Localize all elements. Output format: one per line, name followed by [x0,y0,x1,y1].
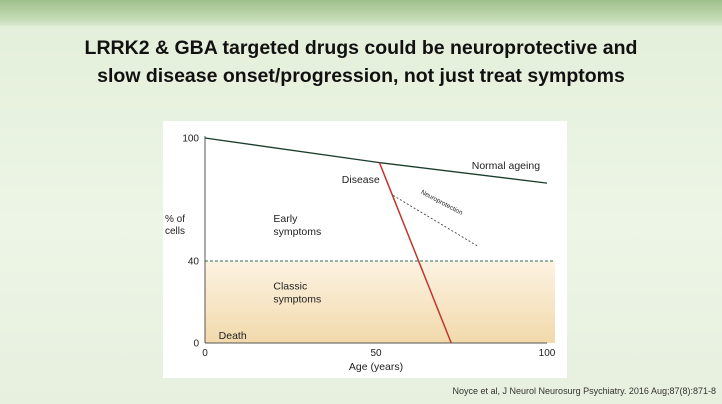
slide-title-line-1: LRRK2 & GBA targeted drugs could be neur… [84,37,638,59]
citation: Noyce et al, J Neurol Neurosurg Psychiat… [452,386,716,396]
chart-svg: 0 40 100 0 50 100 Age (years) % of cells… [165,134,556,374]
disease-label: Disease [342,174,380,186]
x-tick-label-50: 50 [370,348,382,359]
y-tick-label-100: 100 [182,134,199,145]
y-axis-label-line-1: % of [165,214,185,225]
slide-title: LRRK2 & GBA targeted drugs could be neur… [20,34,702,90]
early-symptoms-label-line-2: symptoms [273,226,321,238]
x-tick-label-0: 0 [202,348,208,359]
top-banner [0,0,722,26]
early-symptoms-label-line-1: Early [273,213,298,225]
death-label: Death [219,330,247,342]
normal-ageing-label: Normal ageing [472,160,540,172]
y-axis-label-line-2: cells [165,226,185,237]
series-line-disease [378,162,452,344]
x-axis-label: Age (years) [349,361,403,373]
slide-title-line-2: slow disease onset/progression, not just… [97,65,625,87]
series-line-neuroprotection [392,195,479,248]
classic-symptoms-label-line-2: symptoms [273,294,321,306]
x-tick-label-100: 100 [539,348,556,359]
y-tick-label-0: 0 [193,339,199,350]
classic-symptoms-shade [205,261,555,343]
chart-panel: 0 40 100 0 50 100 Age (years) % of cells… [163,121,567,378]
neuroprotection-label: Neuroprotection [420,189,464,217]
y-tick-label-40: 40 [188,257,200,268]
classic-symptoms-label-line-1: Classic [273,281,307,293]
